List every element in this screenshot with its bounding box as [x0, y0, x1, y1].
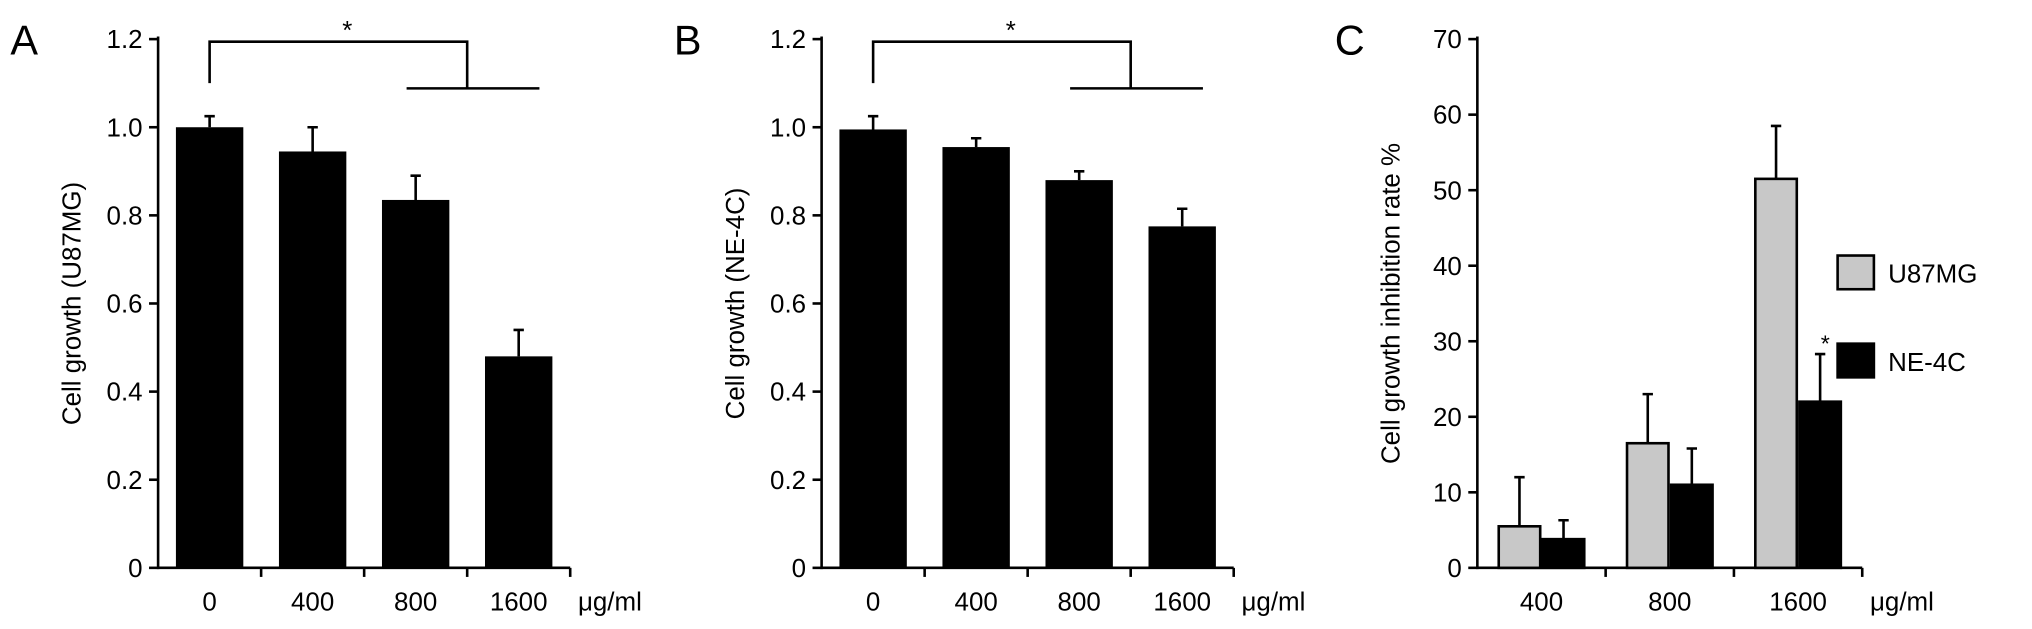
- y-tick-label: 0.6: [107, 291, 143, 319]
- x-tick-label: 800: [1648, 589, 1691, 617]
- x-tick-label: 1600: [1769, 589, 1827, 617]
- error-bar: [1814, 352, 1826, 402]
- error-bar: [1770, 124, 1782, 179]
- error-bar: [1177, 207, 1188, 227]
- panel-label: C: [1335, 17, 1365, 64]
- y-tick-label: 0.6: [770, 291, 806, 319]
- annotation: *: [342, 17, 352, 45]
- error-bar: [1073, 170, 1085, 181]
- error-bar: [1514, 475, 1525, 527]
- significance-bracket: [208, 40, 540, 90]
- error-bar: [410, 174, 421, 200]
- panel-label: A: [10, 17, 38, 64]
- bar: [484, 356, 553, 568]
- bar: [1625, 441, 1670, 570]
- y-tick-label: 60: [1433, 102, 1462, 130]
- y-axis-label: Cell growth inhibition rate %: [1378, 143, 1406, 464]
- error-bar: [867, 114, 879, 130]
- y-tick-label: 0: [1447, 555, 1461, 583]
- bar: [839, 129, 907, 568]
- bar: [1497, 525, 1542, 570]
- y-tick-label: 1.2: [107, 26, 143, 54]
- y-tick-label: 1.0: [107, 114, 143, 142]
- bar: [175, 127, 244, 568]
- y-tick-label: 70: [1433, 26, 1462, 54]
- error-bar: [307, 125, 318, 152]
- x-tick-label: 800: [394, 589, 437, 617]
- legend-label: U87MG: [1888, 261, 1977, 289]
- legend-swatch: [1836, 254, 1876, 291]
- y-tick-label: 0: [792, 555, 806, 583]
- y-tick-label: 0.8: [770, 202, 806, 230]
- y-tick-label: 0: [128, 555, 142, 583]
- x-tick-label: 0: [866, 589, 880, 617]
- bar: [1541, 537, 1586, 570]
- y-tick-label: 10: [1433, 479, 1462, 507]
- error-bar: [513, 328, 524, 357]
- x-tick-label: 1600: [490, 589, 548, 617]
- x-tick-label: 400: [291, 589, 334, 617]
- x-tick-label: 400: [955, 589, 998, 617]
- y-tick-label: 0.2: [770, 467, 806, 495]
- bar: [1798, 400, 1843, 570]
- error-bar: [204, 114, 215, 128]
- y-tick-label: 1.2: [770, 26, 806, 54]
- panel-label: B: [674, 17, 702, 64]
- y-tick-label: 30: [1433, 328, 1462, 356]
- error-bar: [1642, 392, 1653, 444]
- bar: [1669, 483, 1714, 570]
- x-tick-label: 1600: [1153, 589, 1211, 617]
- x-tick-label: 0: [202, 589, 216, 617]
- x-unit: μg/ml: [578, 589, 642, 617]
- x-unit: μg/ml: [1870, 589, 1934, 617]
- error-bar: [1558, 518, 1569, 540]
- y-axis-label: Cell growth (NE-4C): [722, 188, 750, 420]
- error-bar: [1686, 447, 1698, 485]
- y-tick-label: 40: [1433, 253, 1462, 281]
- annotation: *: [1006, 17, 1016, 45]
- bar: [381, 199, 450, 568]
- y-tick-label: 0.4: [107, 379, 143, 407]
- bar: [1045, 180, 1113, 568]
- y-tick-label: 20: [1433, 404, 1462, 432]
- y-tick-label: 1.0: [770, 114, 806, 142]
- y-tick-label: 50: [1433, 177, 1462, 205]
- y-tick-label: 0.2: [107, 467, 143, 495]
- x-unit: μg/ml: [1241, 589, 1305, 617]
- y-tick-label: 0.4: [770, 379, 806, 407]
- legend-label: NE-4C: [1888, 349, 1966, 377]
- x-tick-label: 400: [1520, 589, 1563, 617]
- y-axis-label: Cell growth (U87MG): [58, 182, 86, 425]
- bar: [278, 151, 347, 568]
- annotation: *: [1821, 331, 1830, 357]
- bar: [1754, 177, 1799, 570]
- significance-bracket: [871, 40, 1203, 90]
- bar: [942, 147, 1010, 568]
- error-bar: [970, 136, 982, 148]
- y-tick-label: 0.8: [107, 202, 143, 230]
- x-tick-label: 800: [1058, 589, 1101, 617]
- bar: [1148, 226, 1216, 568]
- legend-swatch: [1836, 342, 1876, 379]
